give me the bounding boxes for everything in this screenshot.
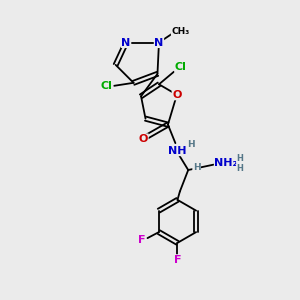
Text: H: H xyxy=(236,164,243,173)
Text: H: H xyxy=(193,163,200,172)
Text: N: N xyxy=(122,38,131,47)
Text: O: O xyxy=(139,134,148,144)
Text: H: H xyxy=(187,140,195,149)
Text: F: F xyxy=(138,235,145,245)
Text: NH₂: NH₂ xyxy=(214,158,238,168)
Text: O: O xyxy=(172,90,182,100)
Text: Cl: Cl xyxy=(175,62,187,72)
Text: F: F xyxy=(174,255,181,265)
Text: CH₃: CH₃ xyxy=(171,27,190,36)
Text: H: H xyxy=(236,154,243,163)
Text: Cl: Cl xyxy=(101,81,112,92)
Text: NH: NH xyxy=(168,146,186,156)
Text: N: N xyxy=(154,38,164,47)
